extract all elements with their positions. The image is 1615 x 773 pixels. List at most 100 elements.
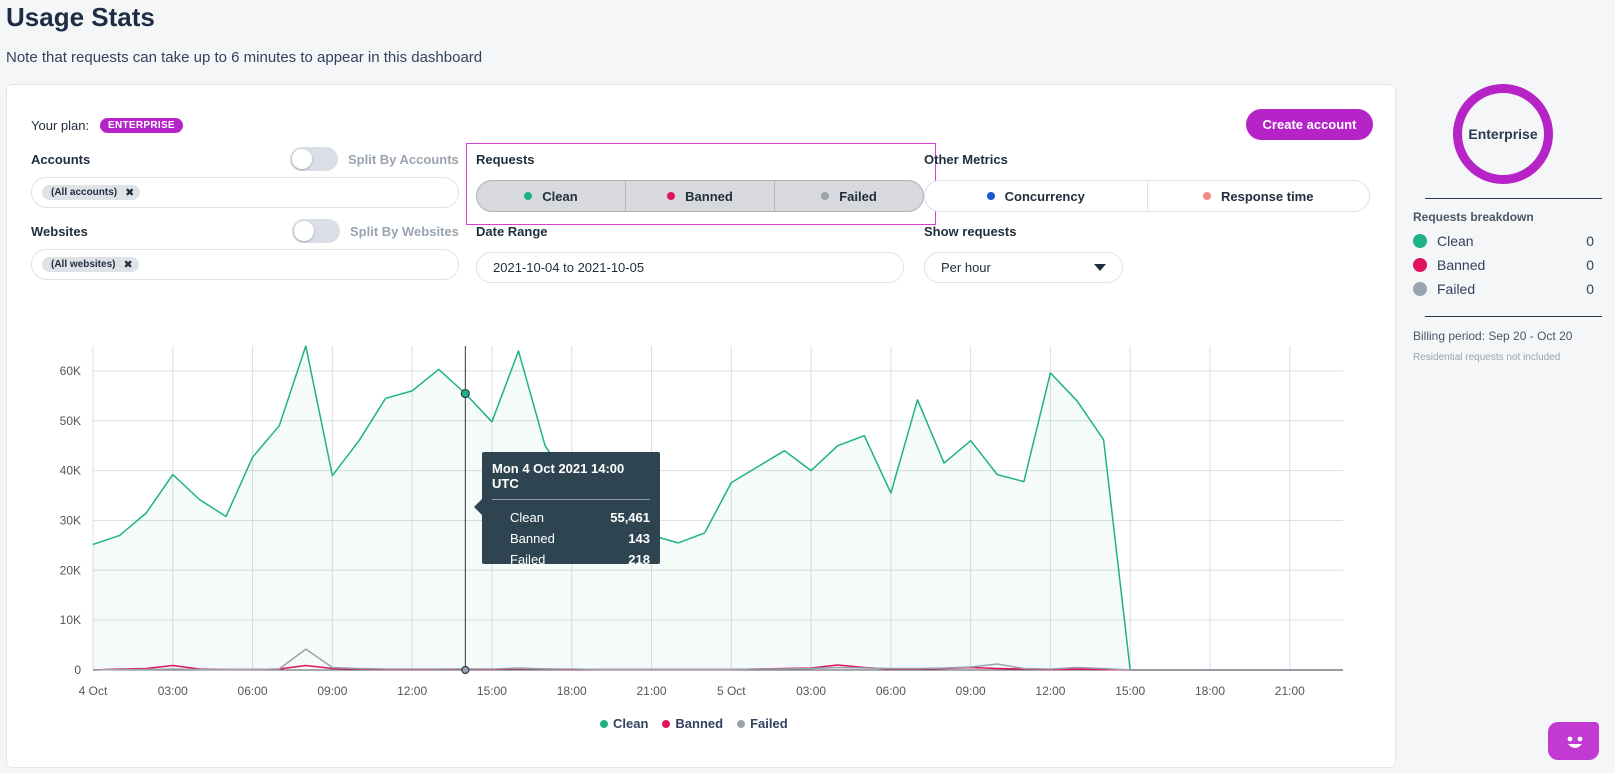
- y-tick-label: 30K: [60, 513, 81, 527]
- accounts-chip-label: (All accounts): [51, 187, 118, 198]
- residential-note: Residential requests not included: [1413, 352, 1561, 363]
- clean-dot-icon: [600, 719, 608, 728]
- y-tick-label: 20K: [60, 563, 81, 577]
- response-time-label: Response time: [1221, 188, 1314, 204]
- concurrency-dot-icon: [986, 192, 995, 200]
- x-tick-label: 06:00: [876, 684, 906, 698]
- split-websites-toggle[interactable]: [292, 219, 340, 243]
- websites-select[interactable]: (All websites) ✖: [31, 249, 459, 280]
- chart-tooltip: Mon 4 Oct 2021 14:00 UTC Clean 55,461 Ba…: [474, 452, 660, 567]
- x-tick-label: 5 Oct: [717, 684, 746, 698]
- x-tick-label: 06:00: [238, 684, 268, 698]
- requests-clean-button[interactable]: Clean: [477, 181, 625, 211]
- tooltip-value: 218: [628, 552, 650, 567]
- failed-dot-icon: [821, 192, 830, 200]
- x-tick-label: 03:00: [796, 684, 826, 698]
- page-note: Note that requests can take up to 6 minu…: [6, 49, 483, 66]
- x-tick-label: 21:00: [636, 684, 666, 698]
- breakdown-row-clean: Clean 0: [1413, 233, 1594, 249]
- tooltip-value: 55,461: [610, 510, 650, 525]
- other-metrics-label: Other Metrics: [924, 152, 1008, 167]
- requests-failed-button[interactable]: Failed: [774, 181, 923, 211]
- accounts-select[interactable]: (All accounts) ✖: [31, 177, 459, 208]
- legend-label: Failed: [750, 716, 788, 731]
- show-requests-label: Show requests: [924, 224, 1017, 239]
- requests-banned-label: Banned: [685, 188, 733, 204]
- date-range-input[interactable]: 2021-10-04 to 2021-10-05: [476, 252, 904, 283]
- tooltip-label: Failed: [510, 552, 546, 567]
- plan-ring: Enterprise: [1453, 84, 1553, 184]
- create-account-button[interactable]: Create account: [1246, 109, 1373, 140]
- requests-toggle-group: Clean Banned Failed: [476, 180, 924, 212]
- billing-period: Billing period: Sep 20 - Oct 20: [1413, 329, 1573, 343]
- y-tick-label: 10K: [60, 613, 81, 627]
- tooltip-title: Mon 4 Oct 2021 14:00 UTC: [492, 461, 650, 500]
- remove-chip-icon[interactable]: ✖: [125, 187, 135, 199]
- tooltip-row-banned: Banned 143: [492, 528, 650, 549]
- tooltip-label: Banned: [510, 531, 555, 546]
- websites-chip-label: (All websites): [51, 259, 116, 270]
- tooltip-row-clean: Clean 55,461: [492, 507, 650, 528]
- x-tick-label: 12:00: [397, 684, 427, 698]
- x-tick-label: 18:00: [1195, 684, 1225, 698]
- x-tick-label: 09:00: [956, 684, 986, 698]
- clean-dot-icon: [524, 192, 533, 200]
- sidebar-divider: [1425, 198, 1602, 199]
- breakdown-row-banned: Banned 0: [1413, 257, 1594, 273]
- legend-item-clean[interactable]: Clean: [600, 716, 648, 731]
- concurrency-label: Concurrency: [1004, 188, 1085, 204]
- show-requests-value: Per hour: [941, 260, 991, 275]
- failed-dot-icon: [1413, 282, 1427, 296]
- failed-dot-icon: [737, 719, 746, 728]
- remove-chip-icon[interactable]: ✖: [123, 259, 133, 271]
- y-tick-label: 60K: [60, 364, 81, 378]
- x-tick-label: 12:00: [1035, 684, 1065, 698]
- smiley-chat-icon: [1567, 736, 1583, 748]
- tooltip-label: Clean: [510, 510, 544, 525]
- x-tick-label: 18:00: [557, 684, 587, 698]
- breakdown-value: 0: [1586, 257, 1594, 273]
- tooltip-value: 143: [628, 531, 650, 546]
- x-tick-label: 09:00: [317, 684, 347, 698]
- split-accounts-label: Split By Accounts: [348, 151, 459, 167]
- sidebar-divider: [1425, 316, 1602, 317]
- response-time-button[interactable]: Response time: [1146, 181, 1370, 211]
- legend-label: Clean: [613, 716, 649, 731]
- x-tick-label: 21:00: [1275, 684, 1305, 698]
- legend-item-failed[interactable]: Failed: [737, 716, 788, 731]
- websites-label: Websites: [31, 224, 88, 239]
- clean-dot-icon: [1413, 234, 1427, 248]
- requests-label: Requests: [476, 152, 535, 167]
- banned-dot-icon: [1413, 258, 1427, 272]
- date-range-value: 2021-10-04 to 2021-10-05: [493, 260, 645, 275]
- date-range-label: Date Range: [476, 224, 548, 239]
- show-requests-select[interactable]: Per hour: [924, 252, 1123, 283]
- split-websites-toggle-wrap: Split By Websites: [292, 219, 459, 243]
- split-accounts-toggle[interactable]: [290, 147, 338, 171]
- x-tick-label: 03:00: [158, 684, 188, 698]
- breakdown-label: Clean: [1437, 233, 1474, 249]
- requests-failed-label: Failed: [839, 188, 877, 204]
- legend-label: Banned: [675, 716, 724, 731]
- x-tick-label: 15:00: [477, 684, 507, 698]
- plan-label: Your plan:: [31, 118, 90, 133]
- breakdown-value: 0: [1586, 233, 1594, 249]
- accounts-chip: (All accounts) ✖: [42, 185, 141, 200]
- accounts-label: Accounts: [31, 152, 91, 167]
- y-tick-label: 50K: [60, 414, 81, 428]
- breakdown-label: Failed: [1437, 281, 1476, 297]
- plan-ring-label: Enterprise: [1468, 126, 1538, 142]
- legend-item-banned[interactable]: Banned: [662, 716, 723, 731]
- concurrency-button[interactable]: Concurrency: [925, 181, 1147, 211]
- chevron-down-icon: [1094, 264, 1106, 271]
- y-tick-label: 0: [74, 663, 81, 677]
- series-line-failed: [92, 648, 1343, 671]
- breakdown-row-failed: Failed 0: [1413, 281, 1594, 297]
- hover-point: [461, 665, 470, 675]
- requests-banned-button[interactable]: Banned: [625, 181, 774, 211]
- chat-button[interactable]: [1548, 722, 1599, 760]
- plan-badge: ENTERPRISE: [100, 118, 183, 133]
- breakdown-title: Requests breakdown: [1413, 210, 1534, 224]
- split-websites-label: Split By Websites: [350, 223, 459, 239]
